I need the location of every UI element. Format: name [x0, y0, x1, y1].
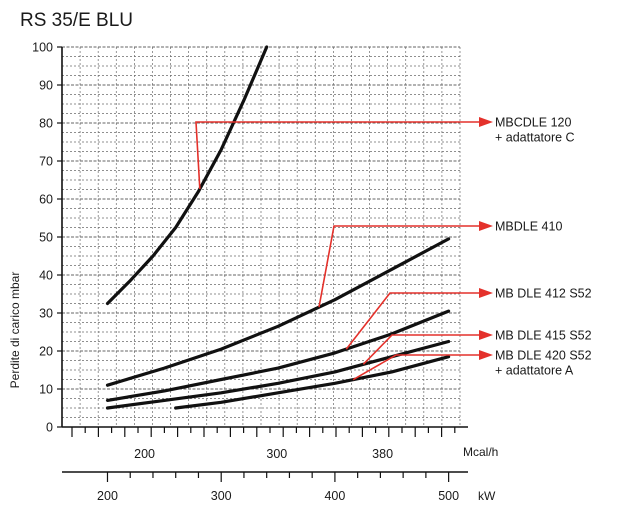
series-line-4: [105, 339, 451, 410]
legend-group: MBCDLE 120 + adattatore C MBDLE 410 MB DLE …: [195, 116, 592, 381]
callout-arrow-head: [479, 350, 493, 360]
callout-arrow-line: [318, 225, 481, 308]
x-primary-tick-label: 380: [372, 447, 393, 461]
y-tick-label: 20: [39, 345, 53, 359]
callout-arrow-head: [479, 221, 493, 231]
y-tick-label: 50: [39, 231, 53, 245]
y-tick-label: 80: [39, 117, 53, 131]
series-line-3: [105, 309, 451, 402]
y-tick-label: 0: [46, 421, 53, 435]
y-tick-label: 90: [39, 79, 53, 93]
y-tick-label: 70: [39, 155, 53, 169]
x-primary-tick-label: 300: [266, 447, 287, 461]
y-axis-label: Perdite di carico mbar: [8, 272, 22, 389]
x-axis-unit-primary: Mcal/h: [463, 445, 498, 459]
legend-label-5: MB DLE 420 S52 + adattatore A: [495, 349, 592, 378]
axes: 0 10 20 30 40 50 60 70 80 90 100 200 300 380 200 300 400…: [32, 41, 468, 503]
y-tick-label: 60: [39, 193, 53, 207]
callout-arrow-line: [362, 334, 481, 365]
callout-arrow-line: [345, 292, 481, 350]
callout-arrow-head: [479, 330, 493, 340]
callout-arrow-head: [479, 117, 493, 127]
x-secondary-tick-label: 400: [324, 489, 345, 503]
series-line-5: [174, 355, 451, 410]
y-tick-label: 30: [39, 307, 53, 321]
x-primary-tick-label: 200: [134, 447, 155, 461]
x-secondary-tick-label: 500: [438, 489, 459, 503]
callout-arrow-line: [352, 354, 481, 381]
legend-label-2: MBDLE 410: [495, 220, 562, 234]
y-tick-label: 40: [39, 269, 53, 283]
callout-arrow-line: [195, 121, 481, 189]
series-line-2: [105, 237, 451, 387]
x-axis-unit-secondary: kW: [478, 489, 496, 503]
series-line-1: [105, 45, 269, 306]
x-secondary-tick-label: 300: [211, 489, 232, 503]
callout-arrow-head: [479, 288, 493, 298]
chart-title: RS 35/E BLU: [20, 10, 133, 31]
y-tick-label: 10: [39, 383, 53, 397]
legend-label-1: MBCDLE 120 + adattatore C: [495, 116, 575, 145]
x-secondary-tick-label: 200: [97, 489, 118, 503]
y-tick-label: 100: [32, 41, 53, 55]
legend-label-4: MB DLE 415 S52: [495, 329, 592, 343]
legend-label-3: MB DLE 412 S52: [495, 287, 592, 301]
